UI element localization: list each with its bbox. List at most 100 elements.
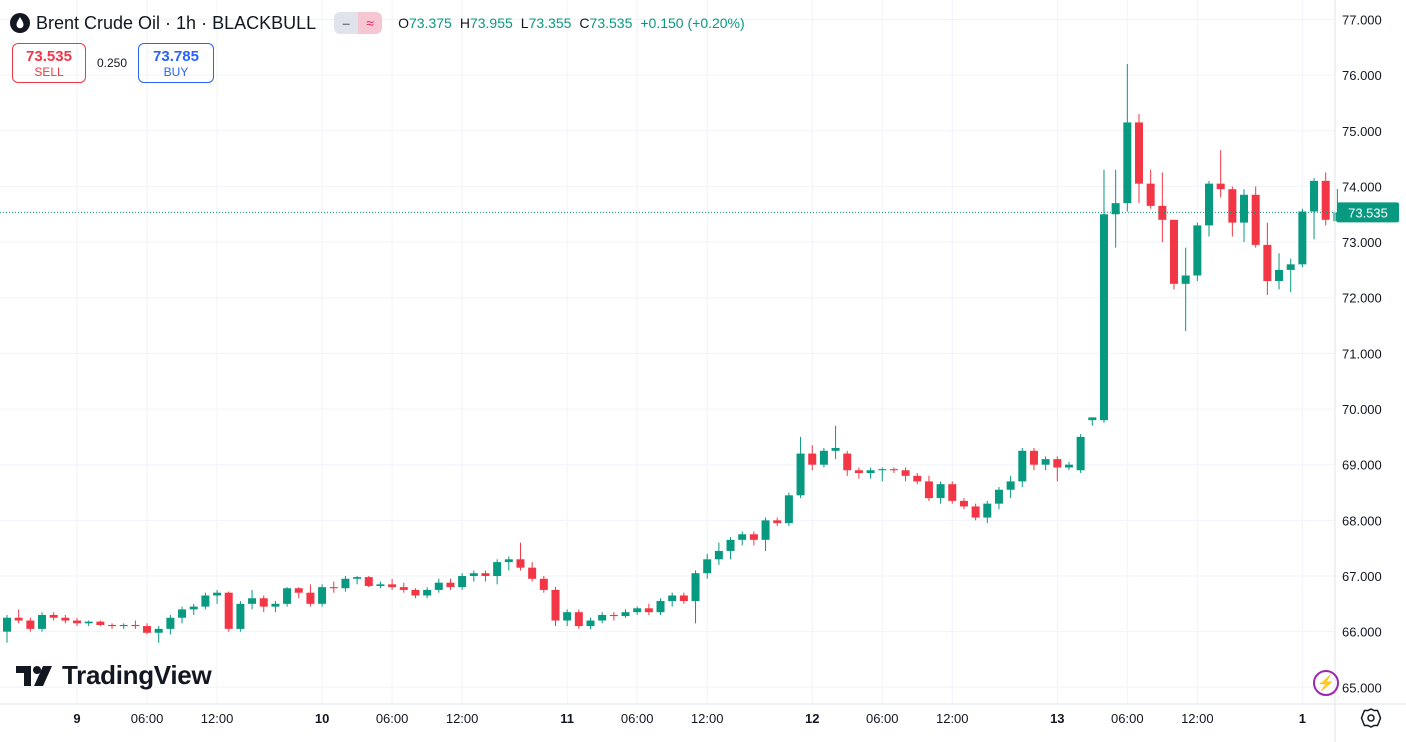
candle bbox=[423, 587, 432, 599]
candlestick-series bbox=[3, 64, 1342, 643]
candle-body bbox=[84, 621, 93, 624]
candle bbox=[866, 467, 875, 479]
candle-body bbox=[738, 534, 747, 540]
candle bbox=[84, 620, 93, 627]
candle bbox=[1088, 417, 1097, 426]
time-tick-label: 12:00 bbox=[446, 711, 479, 726]
candle-body bbox=[691, 573, 700, 602]
candle-body bbox=[306, 592, 315, 604]
buy-button[interactable]: 73.785 BUY bbox=[138, 43, 214, 83]
candle-body bbox=[1298, 211, 1307, 265]
sell-label: SELL bbox=[34, 65, 64, 79]
candle bbox=[878, 467, 887, 482]
candle-body bbox=[1053, 459, 1062, 468]
ohlc-high: H73.955 bbox=[459, 15, 513, 31]
candle-body bbox=[259, 598, 268, 607]
candle bbox=[808, 445, 817, 471]
candle-body bbox=[458, 576, 467, 588]
candle bbox=[236, 601, 245, 632]
candle-body bbox=[423, 589, 432, 596]
candle-body bbox=[143, 626, 152, 633]
candle-body bbox=[96, 621, 105, 625]
candle-body bbox=[131, 624, 140, 627]
candle-body bbox=[784, 495, 793, 524]
candle bbox=[539, 576, 548, 593]
candle-body bbox=[796, 453, 805, 496]
oil-drop-icon bbox=[10, 13, 30, 33]
candle bbox=[73, 617, 82, 627]
candle bbox=[971, 503, 980, 521]
price-tick-label: 68.000 bbox=[1342, 513, 1382, 528]
candle-body bbox=[1240, 194, 1249, 223]
candle bbox=[469, 570, 478, 582]
candle bbox=[1123, 64, 1132, 212]
tradingview-logo[interactable]: TradingView bbox=[16, 660, 212, 691]
time-tick-label: 12 bbox=[805, 711, 819, 726]
candle-body bbox=[434, 582, 443, 590]
candle bbox=[1321, 172, 1330, 226]
candle bbox=[784, 492, 793, 526]
candle bbox=[1158, 172, 1167, 243]
approx-icon[interactable]: ≈ bbox=[358, 12, 383, 34]
candle bbox=[1111, 169, 1120, 248]
candle-body bbox=[1111, 203, 1120, 215]
candle-body bbox=[1088, 417, 1097, 421]
indicator-toggle[interactable]: – ≈ bbox=[334, 12, 383, 34]
candle bbox=[493, 559, 502, 585]
sell-button[interactable]: 73.535 SELL bbox=[12, 43, 86, 83]
candle bbox=[271, 601, 280, 613]
minus-icon[interactable]: – bbox=[334, 12, 359, 34]
candle bbox=[1053, 456, 1062, 482]
candle bbox=[644, 603, 653, 615]
candle bbox=[1310, 178, 1319, 240]
ohlc-low: L73.355 bbox=[520, 15, 572, 31]
candle-body bbox=[49, 614, 58, 618]
candle bbox=[994, 486, 1003, 510]
candle-body bbox=[889, 469, 898, 471]
candle-body bbox=[1123, 122, 1132, 204]
candle-body bbox=[166, 617, 175, 629]
time-tick-label: 06:00 bbox=[376, 711, 409, 726]
time-tick-label: 12:00 bbox=[201, 711, 234, 726]
candle-body bbox=[1275, 269, 1284, 282]
candle-body bbox=[1006, 481, 1015, 490]
candle-body bbox=[761, 520, 770, 540]
candle bbox=[551, 587, 560, 627]
candle-body bbox=[924, 481, 933, 499]
time-tick-label: 10 bbox=[315, 711, 329, 726]
candle bbox=[679, 592, 688, 604]
candle-body bbox=[3, 617, 11, 632]
price-tick-label: 67.000 bbox=[1342, 569, 1382, 584]
lightning-icon[interactable]: ⚡ bbox=[1313, 670, 1339, 696]
candle bbox=[1193, 222, 1202, 282]
candle-body bbox=[726, 539, 735, 551]
logo-text: TradingView bbox=[62, 660, 212, 690]
time-tick-label: 1 bbox=[1299, 711, 1306, 726]
candle bbox=[901, 467, 910, 482]
time-tick-label: 12:00 bbox=[936, 711, 969, 726]
candle bbox=[329, 581, 338, 593]
candle bbox=[318, 584, 327, 607]
settings-gear-icon[interactable] bbox=[1360, 707, 1382, 729]
candle-body bbox=[913, 475, 922, 482]
candle-body bbox=[493, 562, 502, 576]
candle bbox=[703, 553, 712, 579]
candle-body bbox=[1170, 219, 1178, 284]
candle-body bbox=[1146, 183, 1155, 206]
candle-body bbox=[178, 609, 187, 618]
candle-body bbox=[399, 587, 408, 590]
candle bbox=[1216, 150, 1225, 198]
candle bbox=[306, 584, 315, 607]
candle bbox=[1134, 114, 1143, 204]
candle bbox=[598, 612, 607, 624]
candle bbox=[1018, 448, 1027, 487]
candle-body bbox=[376, 584, 385, 587]
candle-body bbox=[1193, 225, 1202, 276]
candle bbox=[1251, 186, 1260, 248]
symbol-title[interactable]: Brent Crude Oil · 1h · BLACKBULL bbox=[36, 12, 317, 33]
time-tick-label: 06:00 bbox=[131, 711, 164, 726]
candle bbox=[458, 573, 467, 590]
time-axis: 9 06:00 12:00 10 06:00 12:00 11 06:00 12:00 12 06:… bbox=[73, 711, 1306, 726]
candle-body bbox=[1251, 194, 1260, 245]
